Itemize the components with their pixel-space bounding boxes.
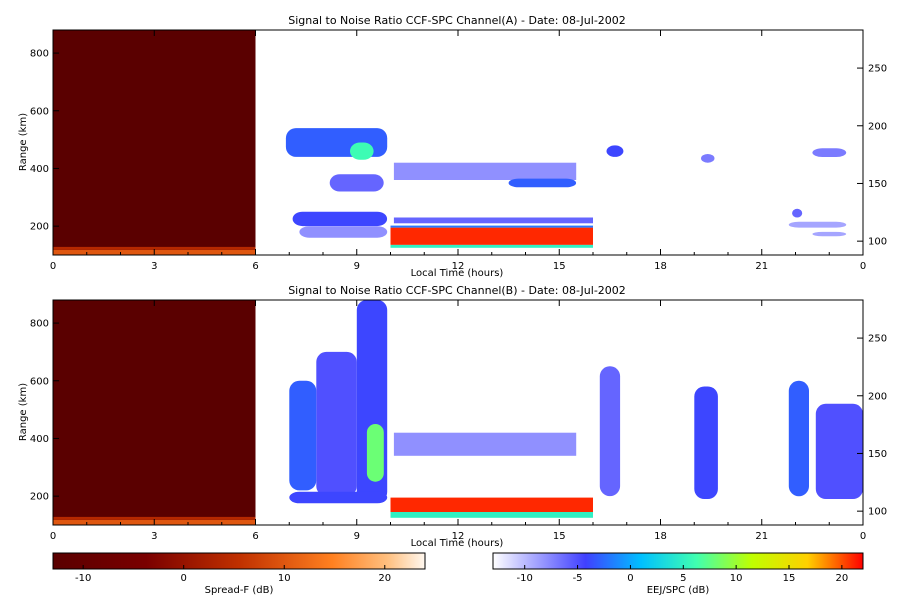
colorbar-ticks: -10 -5 0 5 10 15 20 (517, 565, 848, 584)
plot-area (53, 300, 863, 525)
ej-echo-cell (390, 244, 593, 248)
colorbar-ticks: -10 0 10 20 (75, 565, 391, 584)
x-tick-label: 9 (354, 261, 360, 272)
y-tick-label: 800 (30, 319, 49, 330)
ej-echo-cell (393, 432, 577, 456)
ej-echo-cell (390, 512, 593, 518)
y2-tick-label: 100 (868, 237, 887, 248)
colorbar-tick-label: 0 (181, 573, 187, 584)
ej-echo-cell (329, 174, 384, 192)
ej-echo-cell (390, 227, 593, 245)
y-tick-label: 600 (30, 376, 49, 387)
spread-f-cell (53, 300, 256, 525)
colorbar-label: Spread-F (dB) (205, 585, 274, 596)
y2-tick-label: 150 (868, 449, 887, 460)
x-tick-label: 0 (50, 261, 56, 272)
ej-echo-cell (701, 154, 715, 163)
y2-tick-label: 100 (868, 507, 887, 518)
ej-echo-cell (812, 148, 847, 157)
ej-echo-cell (316, 351, 357, 497)
y-tick-label: 200 (30, 222, 49, 233)
colorbar-tick-label: 10 (278, 573, 291, 584)
y-axis-label: Range (km) (18, 113, 29, 171)
ej-echo-cell (393, 162, 577, 180)
ej-echo-cell (390, 497, 593, 512)
x-tick-label: 6 (252, 261, 258, 272)
colorbar-tick-label: 20 (835, 573, 848, 584)
colorbar-gradient (52, 552, 426, 570)
ej-echo-cell (393, 217, 593, 224)
x-tick-label: 12 (452, 531, 465, 542)
x-axis-label: Local Time (hours) (411, 538, 504, 549)
ej-echo-cell (289, 491, 388, 504)
chart-title: Signal to Noise Ratio CCF-SPC Channel(A)… (288, 14, 626, 27)
x-tick-label: 18 (654, 261, 667, 272)
x-tick-label: 6 (252, 531, 258, 542)
colorbar-tick-label: 20 (378, 573, 391, 584)
colorbar-tick-label: 0 (627, 573, 633, 584)
ej-echo-cell (788, 221, 847, 228)
ej-echo-cell (599, 366, 621, 497)
y2-tick-label: 200 (868, 121, 887, 132)
colorbar-gradient (492, 552, 864, 570)
ej-echo-cell (289, 380, 317, 491)
y2-tick-label: 250 (868, 334, 887, 345)
ej-echo-cell (350, 142, 374, 160)
ej-echo-cell (390, 225, 593, 228)
y2-tick-label: 150 (868, 179, 887, 190)
x-tick-label: 3 (151, 261, 157, 272)
ej-echo-cell (788, 380, 809, 497)
x-tick-label: 9 (354, 531, 360, 542)
x-tick-label: 0 (860, 261, 866, 272)
ej-echo-cell (606, 145, 624, 157)
spread-f-cell (53, 30, 256, 255)
x-tick-label: 21 (755, 531, 768, 542)
ej-echo-cell (792, 208, 803, 218)
ej-echo-cell (812, 231, 847, 237)
ej-echo-cell (366, 424, 384, 482)
chart-title: Signal to Noise Ratio CCF-SPC Channel(B)… (288, 284, 626, 297)
colorbar-tick-label: -5 (573, 573, 583, 584)
x-axis-label: Local Time (hours) (411, 268, 504, 279)
x-tick-label: 12 (452, 261, 465, 272)
y-tick-label: 400 (30, 164, 49, 175)
ej-echo-cell (815, 403, 863, 499)
x-tick-label: 18 (654, 531, 667, 542)
y-tick-label: 200 (30, 492, 49, 503)
y-tick-label: 800 (30, 49, 49, 60)
x-tick-label: 0 (860, 531, 866, 542)
y2-tick-label: 250 (868, 64, 887, 75)
panel-channel-b: Signal to Noise Ratio CCF-SPC Channel(B)… (18, 284, 887, 549)
x-tick-label: 15 (553, 261, 566, 272)
colorbar-tick-label: 10 (730, 573, 743, 584)
ej-echo-cell (292, 211, 388, 227)
colorbar-eej-spc: -10 -5 0 5 10 15 20 EEJ/SPC (dB) (492, 552, 864, 596)
colorbar-tick-label: 5 (680, 573, 686, 584)
panel-channel-a: Signal to Noise Ratio CCF-SPC Channel(A)… (18, 14, 887, 279)
axis-ticks: 0 3 6 9 12 15 18 21 0 200 400 600 800 100 150 200 250 (30, 30, 887, 272)
colorbar-spread-f: -10 0 10 20 Spread-F (dB) (52, 552, 426, 596)
ej-echo-cell (299, 226, 388, 238)
colorbar-tick-label: 15 (783, 573, 796, 584)
x-tick-label: 21 (755, 261, 768, 272)
spread-f-cell (53, 516, 256, 520)
y-axis-label: Range (km) (18, 383, 29, 441)
ej-echo-cell (694, 386, 718, 499)
axis-ticks: 0 3 6 9 12 15 18 21 0 200 400 600 800 100 150 200 250 (30, 300, 887, 542)
y2-tick-label: 200 (868, 391, 887, 402)
y-tick-label: 400 (30, 434, 49, 445)
colorbar-tick-label: -10 (517, 573, 533, 584)
x-tick-label: 0 (50, 531, 56, 542)
y-tick-label: 600 (30, 106, 49, 117)
x-tick-label: 15 (553, 531, 566, 542)
colorbar-tick-label: -10 (75, 573, 91, 584)
ej-echo-cell (508, 178, 577, 188)
plot-area (53, 30, 847, 255)
spread-f-cell (53, 246, 256, 250)
x-tick-label: 3 (151, 531, 157, 542)
colorbar-label: EEJ/SPC (dB) (647, 585, 710, 596)
